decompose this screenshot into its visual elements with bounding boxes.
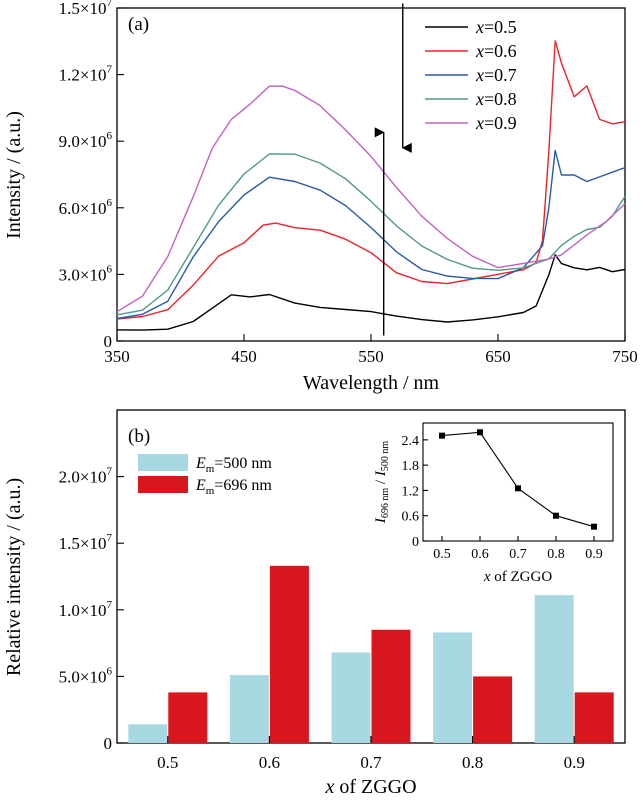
- inset-point-0.8: [553, 512, 559, 519]
- panel-b-x-axis-label: x of ZGGO: [324, 776, 416, 798]
- a-series-line-0.5: [116, 254, 626, 331]
- inset-x-ticks: 0.5 0.6 0.7 0.8 0.9: [433, 536, 603, 562]
- panel-a-y-ticks: 0 3.0×106 6.0×106 9.0×106 1.2×107 1.5×107: [59, 0, 124, 351]
- inset-point-0.7: [515, 485, 521, 492]
- a-xtick-label: 650: [485, 347, 511, 366]
- b-ytick-label: 1.5×107: [59, 532, 113, 553]
- panel-a-series-lines: [116, 40, 626, 331]
- inset-ytick-label: 0: [412, 535, 419, 550]
- b-legend-label: Em=500 nm: [195, 455, 272, 475]
- inset-xtick-label: 0.9: [585, 547, 603, 562]
- a-ytick-label: 6.0×106: [59, 197, 113, 218]
- bar-em500-0.7: [331, 652, 371, 743]
- a-legend-label: x=0.5: [475, 17, 517, 37]
- inset-xtick-label: 0.5: [433, 547, 451, 562]
- inset-plot-frame: [422, 422, 614, 542]
- a-legend-label: x=0.8: [475, 89, 517, 109]
- bar-em696-0.7: [371, 629, 411, 743]
- panel-a: (a) 350 450 550 650 750 0 3.0×106 6.0×106 9.0×1…: [3, 0, 638, 394]
- panel-a-legend: x=0.5 x=0.6 x=0.7 x=0.8 x=0.9: [425, 17, 517, 133]
- a-xtick-label: 350: [104, 347, 130, 366]
- b-xtick-label: 0.8: [462, 753, 483, 772]
- panel-b-y-ticks: 0 5.0×106 1.0×107 1.5×107 2.0×107: [59, 466, 124, 753]
- b-xtick-label: 0.7: [360, 753, 382, 772]
- panel-b: (b) 0.5 0.6 0.7 0.8 0.9 0 5.0×106 1.0×107 1.5×1…: [3, 409, 626, 798]
- panel-b-y-axis-label: Relative intensity / (a.u.): [3, 478, 25, 676]
- a-series-line-0.8: [116, 153, 626, 316]
- b-xtick-label: 0.9: [564, 753, 585, 772]
- panel-a-x-ticks: 350 450 550 650 750: [104, 334, 638, 366]
- bar-em696-0.5: [168, 692, 208, 743]
- inset-ytick-label: 1.8: [402, 459, 420, 474]
- b-legend-swatch: [138, 476, 188, 493]
- bar-em500-0.5: [128, 724, 168, 743]
- panel-a-plot-frame: [116, 7, 626, 342]
- bar-em696-0.8: [473, 676, 513, 743]
- b-ytick-label: 2.0×107: [59, 466, 113, 487]
- a-ytick-label: 3.0×106: [59, 263, 113, 284]
- bar-em696-0.6: [269, 565, 309, 743]
- inset-y-axis-label: I696 nm / I500 nm: [373, 441, 391, 524]
- panel-b-bars: [128, 565, 614, 743]
- a-ytick-label: 9.0×106: [59, 130, 113, 151]
- inset-series: [439, 429, 597, 530]
- inset-ytick-label: 0.6: [402, 510, 420, 525]
- a-ytick-label: 1.5×107: [59, 0, 113, 18]
- a-series-line-0.6: [116, 40, 626, 320]
- a-xtick-label: 550: [358, 347, 384, 366]
- b-ytick-label: 1.0×107: [59, 599, 113, 620]
- inset-ytick-label: 1.2: [402, 484, 420, 499]
- inset-point-0.9: [591, 523, 597, 530]
- a-legend-label: x=0.6: [475, 41, 517, 61]
- panel-b-x-ticks: 0.5 0.6 0.7 0.8 0.9: [157, 736, 585, 772]
- panel-b-label: (b): [128, 426, 150, 447]
- a-series-line-0.7: [116, 149, 626, 320]
- panel-a-x-axis-label: Wavelength / nm: [303, 372, 440, 394]
- inset-x-axis-label: x of ZGGO: [483, 569, 552, 585]
- a-xtick-label: 750: [612, 347, 638, 366]
- b-legend-swatch: [138, 454, 188, 471]
- inset-xtick-label: 0.8: [547, 547, 565, 562]
- b-ytick-label: 5.0×106: [59, 665, 113, 686]
- b-xtick-label: 0.6: [259, 753, 280, 772]
- inset-xtick-label: 0.6: [471, 547, 489, 562]
- a-xtick-label: 450: [231, 347, 257, 366]
- b-ytick-label: 0: [104, 734, 113, 753]
- panel-a-label: (a): [128, 14, 149, 35]
- inset-y-ticks: 0 0.6 1.2 1.8 2.4: [402, 434, 428, 550]
- inset-series-line: [441, 431, 595, 528]
- inset-point-0.5: [439, 432, 445, 439]
- a-ytick-label: 0: [104, 332, 113, 351]
- panel-a-y-axis-label: Intensity / (a.u.): [3, 111, 25, 239]
- bar-em500-0.6: [229, 675, 269, 743]
- bar-em500-0.8: [433, 632, 473, 743]
- b-legend-label: Em=696 nm: [195, 477, 272, 497]
- panel-a-arrows: [374, 3, 412, 336]
- bar-em696-0.9: [574, 692, 614, 743]
- a-series-line-0.9: [116, 85, 626, 313]
- inset-xtick-label: 0.7: [509, 547, 527, 562]
- a-legend-label: x=0.9: [475, 113, 517, 133]
- inset-point-0.6: [477, 429, 483, 436]
- a-legend-label: x=0.7: [475, 65, 517, 85]
- b-xtick-label: 0.5: [157, 753, 178, 772]
- panel-b-inset: 0.5 0.6 0.7 0.8 0.9 00.61.21.82.4 x of ZGGO …: [373, 422, 614, 585]
- bar-em500-0.9: [534, 595, 574, 743]
- inset-ytick-label: 2.4: [402, 434, 420, 449]
- a-ytick-label: 1.2×107: [59, 64, 113, 85]
